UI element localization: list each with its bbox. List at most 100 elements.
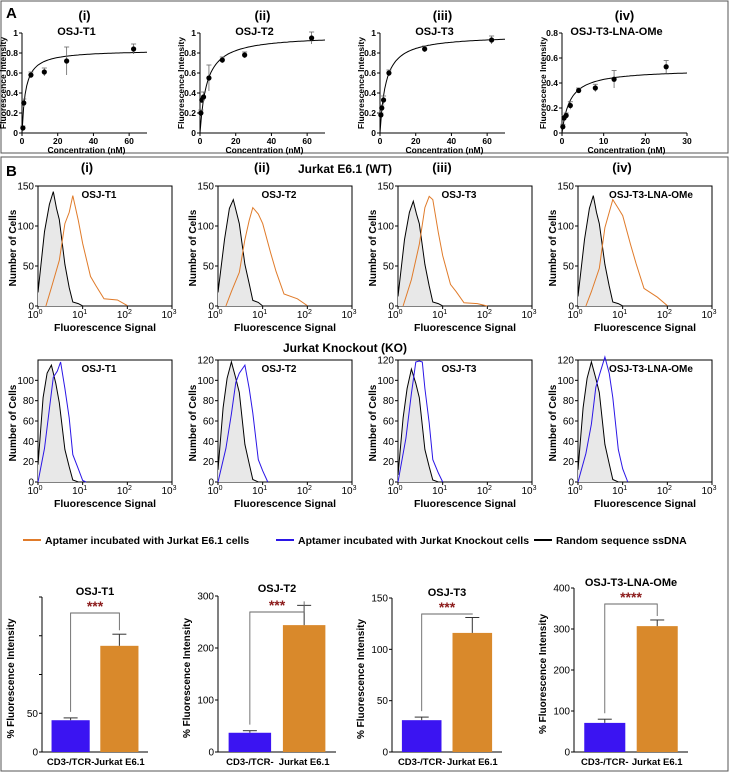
tick-exponent: 3	[533, 309, 537, 316]
tick-base: 10	[117, 486, 129, 497]
tick-exponent: 1	[623, 309, 627, 316]
x-tick-label: 0	[560, 136, 565, 146]
binding-chart: (iv)OSJ-T3-LNA-OMe00.20.40.60.80 10 20 30Co…	[538, 8, 692, 155]
y-tick-label: 0	[564, 748, 570, 759]
tick-exponent: 1	[263, 485, 267, 492]
fit-curve	[380, 39, 505, 133]
chart-title: OSJ-T2	[261, 190, 296, 201]
legend-blue-label: Aptamer incubated with Jurkat Knockout c…	[298, 535, 529, 547]
x-tick-label: 0	[198, 136, 203, 146]
tick-base: 10	[387, 486, 399, 497]
x-tick-label: 103	[161, 309, 176, 321]
tick-base: 10	[72, 486, 84, 497]
data-point	[489, 37, 494, 42]
binding-chart: (iii)OSJ-T300.20.40.60.810 20 40 60Concentr…	[356, 8, 505, 155]
bar-knockout	[229, 733, 271, 752]
y-tick-label: 40	[563, 437, 575, 448]
significance-stars: ***	[87, 598, 104, 614]
y-axis-label: % Fluorescence Intensity	[6, 618, 17, 738]
histogram-chart: OSJ-T1050100150100 101 102 103Fluorescence …	[8, 182, 177, 335]
category-label: CD3-/TCR-	[398, 757, 446, 768]
tick-base: 10	[117, 310, 129, 321]
chart-title: OSJ-T3	[441, 364, 476, 375]
chart-title: OSJ-T3-LNA-OMe	[585, 577, 677, 589]
y-tick-label: 200	[553, 666, 570, 677]
tick-exponent: 3	[533, 485, 537, 492]
x-tick-label: 100	[387, 309, 402, 321]
x-tick-label: 101	[72, 485, 87, 497]
panel-a-label: A	[6, 5, 17, 22]
x-tick-label: 102	[297, 309, 312, 321]
bar-chart: 050100150% Fluorescence IntensityCD3-/TC…	[356, 587, 502, 768]
chart-title: OSJ-T1	[76, 586, 115, 598]
y-tick-label: 20	[563, 457, 575, 468]
tick-exponent: 1	[83, 309, 87, 316]
x-axis-label: Fluorescence Signal	[414, 322, 516, 334]
y-tick-label: 150	[17, 182, 34, 193]
fit-curve	[200, 40, 325, 133]
binding-chart: (i)OSJ-T100.20.40.60.810 20 40 60Concentrat…	[0, 8, 147, 155]
tick-base: 10	[161, 486, 173, 497]
tick-base: 10	[521, 486, 533, 497]
tick-base: 10	[207, 486, 219, 497]
x-tick-label: 103	[701, 309, 716, 321]
tick-exponent: 3	[173, 485, 177, 492]
y-tick-label: 300	[197, 592, 214, 603]
x-tick-label: 102	[477, 309, 492, 321]
tick-base: 10	[432, 310, 444, 321]
y-tick-label: 100	[17, 376, 34, 387]
y-axis-label: Fluorescence Intensity	[0, 37, 8, 129]
y-tick-label: 1	[191, 28, 196, 38]
y-tick-label: 50	[377, 696, 389, 707]
data-point	[593, 85, 598, 90]
bar-knockout	[402, 720, 442, 752]
tick-exponent: 0	[39, 485, 43, 492]
category-label: CD3-/TCR-	[47, 757, 95, 768]
tick-exponent: 3	[173, 309, 177, 316]
tick-exponent: 1	[443, 485, 447, 492]
figure: A B (i)OSJ-T100.20.40.60.810 20 40 60Concen…	[0, 0, 729, 773]
data-point	[220, 57, 225, 62]
roman-numeral: (ii)	[255, 8, 271, 23]
roman-numeral: (iii)	[433, 8, 453, 23]
fit-curve	[22, 52, 147, 133]
tick-base: 10	[567, 486, 579, 497]
x-tick-label: 103	[161, 485, 176, 497]
binding-chart: (ii)OSJ-T200.20.40.60.810 20 40 60Concentra…	[176, 8, 325, 155]
y-tick-label: 60	[383, 417, 395, 428]
x-tick-label: 103	[701, 485, 716, 497]
y-tick-label: 100	[377, 376, 394, 387]
bar-jurkat	[453, 633, 493, 752]
tick-base: 10	[341, 486, 353, 497]
y-axis-label: Number of Cells	[8, 209, 19, 286]
legend-orange-label: Aptamer incubated with Jurkat E6.1 cells	[45, 535, 249, 547]
tick-base: 10	[27, 486, 39, 497]
data-point	[28, 72, 33, 77]
y-tick-label: 100	[557, 376, 574, 387]
x-axis-label: Concentration (nM)	[226, 145, 304, 155]
significance-stars: ****	[620, 589, 642, 605]
data-point	[386, 70, 391, 75]
legend: Aptamer incubated with Jurkat E6.1 cells…	[23, 535, 687, 547]
y-axis-label: Fluorescence Intensity	[538, 37, 548, 129]
y-tick-label: 50	[27, 709, 39, 720]
x-tick-label: 100	[567, 485, 582, 497]
significance-stars: ***	[269, 597, 286, 613]
roman-numeral: (iv)	[615, 8, 635, 23]
x-tick-label: 60	[124, 136, 134, 146]
y-tick-label: 120	[377, 356, 394, 367]
x-tick-label: 100	[207, 485, 222, 497]
y-tick-label: 60	[23, 417, 35, 428]
x-tick-label: 101	[252, 485, 267, 497]
chart-title: OSJ-T3-LNA-OMe	[570, 26, 662, 38]
y-tick-label: 60	[563, 417, 575, 428]
category-label: Jurkat E6.1	[94, 757, 145, 768]
tick-exponent: 0	[219, 309, 223, 316]
data-point	[198, 110, 203, 115]
data-point	[611, 77, 616, 82]
category-label: Jurkat E6.1	[447, 757, 498, 768]
x-tick-label: 103	[521, 309, 536, 321]
control-fill	[218, 200, 263, 306]
y-axis-label: Number of Cells	[188, 209, 199, 286]
